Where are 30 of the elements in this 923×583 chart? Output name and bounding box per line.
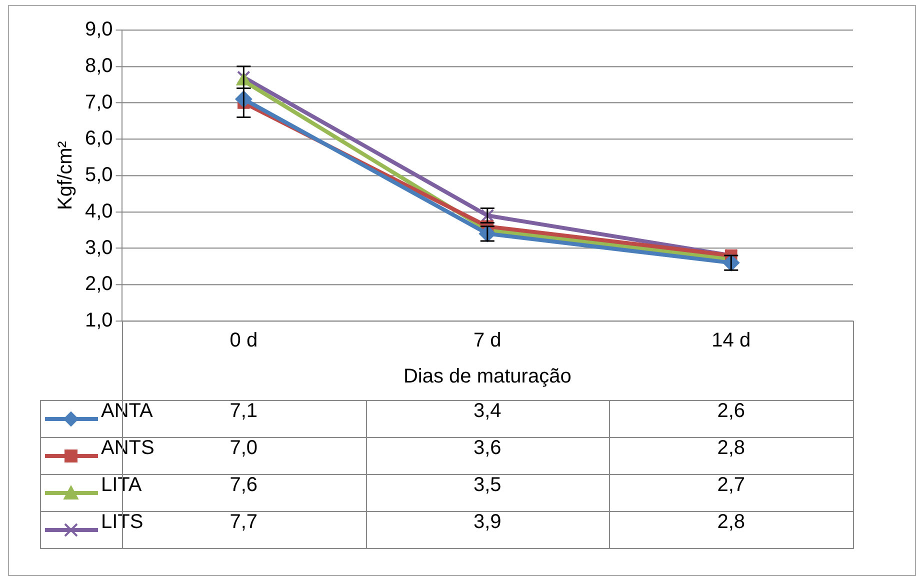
y-tick-label: 9,0 — [84, 18, 113, 41]
y-tick-label: 3,0 — [84, 236, 113, 259]
legend-label: LITS — [101, 511, 144, 535]
y-tick-label: 4,0 — [84, 200, 113, 222]
legend-label: ANTS — [101, 437, 154, 461]
data-label: 3,6 — [472, 437, 502, 461]
y-tick-label: 8,0 — [84, 54, 113, 77]
x-tick-label: 14 d — [712, 330, 751, 352]
data-label: 7,7 — [228, 511, 259, 535]
data-label: 2,8 — [716, 511, 746, 535]
x-tick-label: 7 d — [473, 330, 502, 352]
data-label: 7,1 — [228, 400, 259, 424]
y-tick-label: 5,0 — [84, 164, 113, 186]
x-tick-label: 0 d — [230, 330, 258, 352]
x-axis-title: Dias de maturação — [403, 366, 572, 388]
legend-label: LITA — [101, 474, 142, 498]
data-label: 2,6 — [716, 400, 746, 424]
data-label: 3,4 — [472, 400, 502, 424]
data-label: 7,6 — [228, 474, 259, 498]
data-label: 3,9 — [472, 511, 502, 535]
data-label: 7,0 — [228, 437, 259, 461]
y-tick-label: 6,0 — [84, 128, 113, 150]
y-tick-label: 7,0 — [84, 91, 113, 114]
y-tick-label: 1,0 — [84, 310, 113, 332]
data-label: 2,7 — [716, 474, 746, 498]
y-tick-label: 2,0 — [84, 273, 113, 296]
y-axis-title: Kgf/cm² — [54, 140, 77, 210]
legend-label: ANTA — [101, 400, 153, 424]
data-label: 3,5 — [472, 474, 502, 498]
data-label: 2,8 — [716, 437, 746, 461]
